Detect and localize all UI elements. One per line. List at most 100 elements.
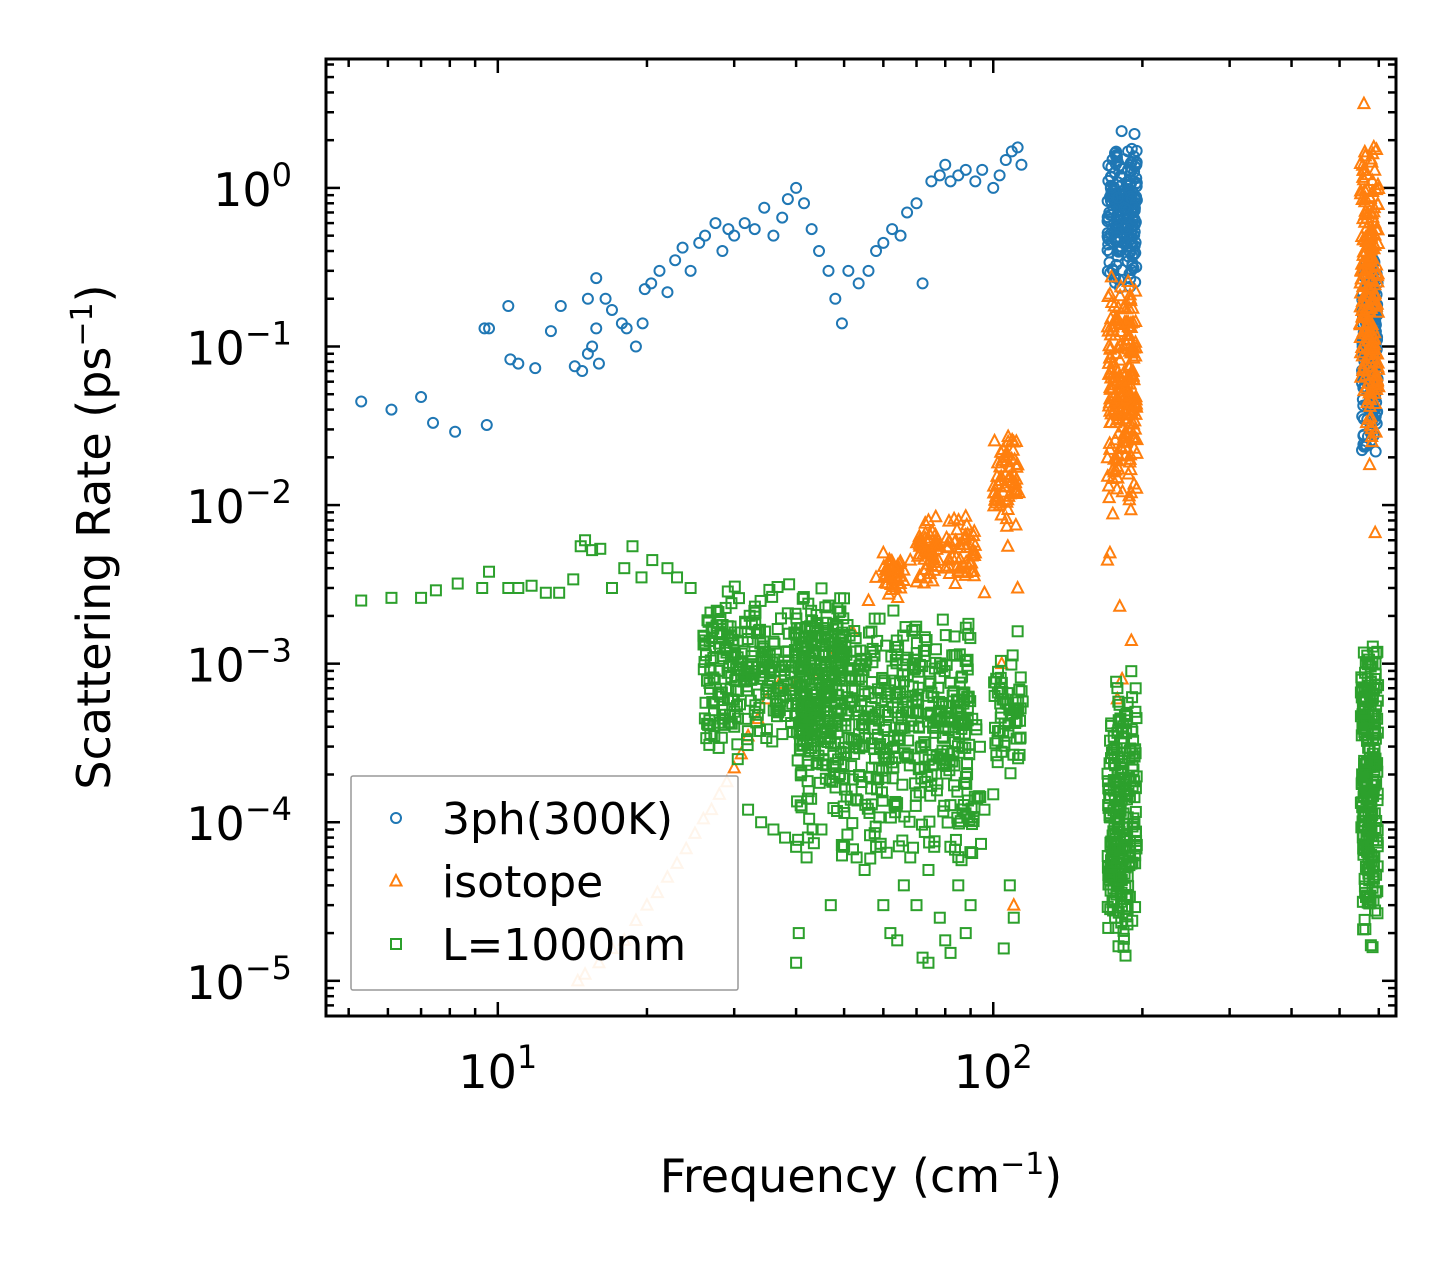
isotope-point	[1370, 267, 1385, 282]
l-1000nm-point	[880, 752, 893, 765]
legend-label-boundary: L=1000nm	[442, 920, 686, 971]
l-1000nm-point	[879, 771, 892, 784]
l-1000nm-point	[1110, 675, 1123, 688]
y-tick-label: 10−5	[186, 949, 292, 1010]
3ph-300k--point	[581, 292, 594, 305]
isotope-point	[1008, 516, 1024, 531]
isotope-point	[1356, 323, 1371, 338]
isotope-point	[966, 534, 981, 548]
3ph-300k--point	[1111, 191, 1124, 204]
isotope-point	[1368, 524, 1383, 539]
l-1000nm-point	[876, 671, 889, 684]
l-1000nm-point	[991, 725, 1004, 738]
3ph-300k--point	[645, 277, 658, 290]
l-1000nm-point	[626, 540, 639, 553]
l-1000nm-point	[1366, 808, 1379, 821]
isotope-point	[1360, 248, 1375, 263]
isotope-point	[1124, 484, 1139, 499]
3ph-300k--point	[684, 264, 697, 277]
l-1000nm-point	[964, 632, 977, 645]
isotope-point	[1011, 484, 1027, 499]
isotope-point	[912, 532, 927, 546]
l-1000nm-point	[567, 573, 580, 586]
3ph-300k--point	[669, 254, 682, 267]
l-1000nm-point	[814, 714, 827, 727]
isotope-point	[883, 569, 898, 583]
l-1000nm-point	[1370, 700, 1383, 713]
l-1000nm-point	[789, 607, 802, 620]
3ph-300k--point	[1115, 125, 1128, 138]
isotope-point	[1115, 483, 1130, 498]
l-1000nm-point	[751, 708, 764, 721]
l-1000nm-point	[952, 851, 965, 864]
isotope-point	[992, 496, 1007, 511]
3ph-300k--point	[781, 193, 794, 206]
isotope-point	[1365, 271, 1380, 286]
l-1000nm-point	[1368, 728, 1381, 741]
l-1000nm-point	[754, 724, 767, 737]
isotope-point	[928, 508, 943, 523]
l-1000nm-point	[855, 695, 868, 708]
isotope-point	[987, 432, 1002, 447]
isotope-point	[1102, 441, 1118, 455]
l-1000nm-point	[1364, 825, 1377, 838]
3ph-300k--point	[1105, 161, 1118, 174]
l-1000nm-point	[924, 675, 937, 688]
l-1000nm-point	[955, 854, 968, 867]
isotope-point	[1359, 394, 1375, 409]
3ph-300k--point	[894, 229, 907, 242]
l-1000nm-point	[802, 698, 815, 711]
isotope-point	[1116, 429, 1131, 443]
l-1000nm-point	[899, 690, 912, 703]
isotope-point	[1010, 579, 1025, 594]
l-1000nm-point	[797, 591, 810, 604]
l-1000nm-point	[922, 753, 935, 766]
l-1000nm-point	[783, 578, 796, 591]
l-1000nm-point	[1355, 729, 1368, 742]
l-1000nm-point	[779, 831, 792, 844]
l-1000nm-point	[700, 732, 713, 745]
isotope-point	[966, 527, 981, 542]
l-1000nm-point	[1107, 743, 1120, 756]
isotope-point	[968, 544, 983, 559]
l-1000nm-point	[858, 863, 871, 876]
3ph-300k--point	[599, 292, 612, 305]
3ph-300k--point	[415, 391, 428, 404]
isotope-point	[1128, 406, 1144, 420]
l-1000nm-point	[767, 823, 780, 836]
isotope-point	[1363, 391, 1378, 406]
l-1000nm-point	[794, 636, 807, 649]
isotope-point	[1128, 421, 1143, 435]
isotope-point	[876, 558, 891, 572]
3ph-300k--point	[629, 340, 642, 353]
isotope-point	[1352, 315, 1368, 329]
l-1000nm-point	[906, 689, 919, 702]
isotope-point	[1353, 284, 1368, 299]
x-tick-label: 102	[954, 1038, 1033, 1099]
isotope-point	[1120, 273, 1136, 287]
l-1000nm-point	[913, 721, 926, 734]
isotope-point	[1117, 380, 1132, 394]
l-1000nm-point	[993, 683, 1006, 696]
l-1000nm-point	[756, 672, 769, 685]
l-1000nm-point	[710, 619, 723, 632]
l-1000nm-point	[938, 799, 951, 812]
isotope-point	[1102, 390, 1118, 405]
l-1000nm-point	[837, 800, 850, 813]
l-1000nm-point	[1110, 856, 1123, 869]
l-1000nm-point	[722, 632, 735, 645]
isotope-point	[1371, 180, 1386, 195]
l-1000nm-point	[961, 768, 974, 781]
isotope-point	[912, 545, 927, 560]
l-1000nm-point	[429, 584, 442, 597]
isotope-point	[734, 745, 749, 760]
isotope-point	[1357, 143, 1372, 158]
isotope-point	[986, 477, 1001, 492]
isotope-point	[1365, 172, 1380, 187]
3ph-300k--point	[728, 229, 741, 242]
l-1000nm-point	[758, 625, 771, 638]
l-1000nm-point	[834, 637, 847, 650]
l-1000nm-point	[805, 604, 818, 617]
l-1000nm-point	[752, 624, 765, 637]
